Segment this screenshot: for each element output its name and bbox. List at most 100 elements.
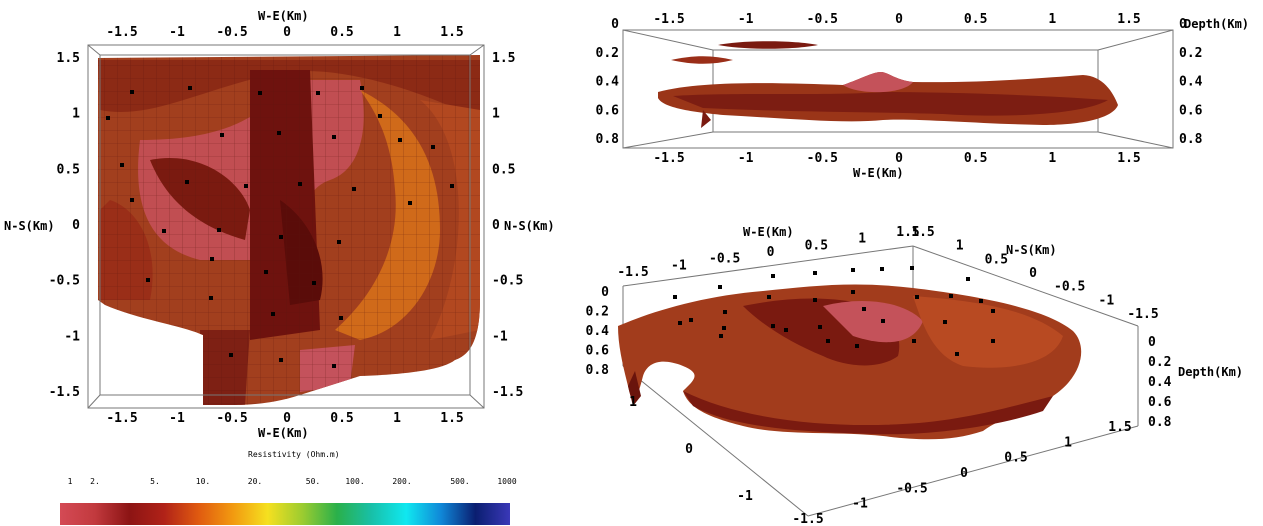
station-marker [332,364,336,368]
perspective-ns-bottom-ticks: 1 0 -1 [629,395,753,504]
side-left-depth-ticks: 0 0.2 0.4 0.6 0.8 [596,17,620,147]
colorbar-title: Resistivity (Ohm.m) [248,450,340,459]
perspective-we-top-tick: 0.5 [805,238,828,253]
side-bottom-tick-label: 0.5 [964,151,987,166]
perspective-right-depth-tick: 0.8 [1148,415,1172,430]
perspective-ns-top-tick: 1 [956,239,964,254]
station-marker [678,321,682,325]
colorbar-ticks: 1 2. 5. 10. 20. 50. 100. 200. 500. 1000 [60,477,520,491]
station-marker [258,91,262,95]
station-marker [784,328,788,332]
station-marker [408,201,412,205]
perspective-we-bottom-ticks: 1.5 1 0.5 0 -0.5 -1 -1.5 [792,420,1131,526]
station-marker [312,281,316,285]
perspective-depth-axis-label: Depth(Km) [1178,365,1243,379]
plan-right-tick-label: -1.5 [492,385,523,400]
perspective-ns-bottom-tick: -1 [737,489,753,504]
colorbar-tick-label: 10. [195,477,211,486]
plan-bottom-tick-label: -1.5 [106,411,137,426]
side-right-depth-tick: 0 [1179,17,1187,32]
plan-station-markers [106,86,454,368]
station-marker [689,318,693,322]
station-marker [673,295,677,299]
side-top-tick-label: -0.5 [807,12,838,27]
colorbar-tick-label: 50. [305,477,321,486]
station-marker [818,325,822,329]
resistivity-surface-side [658,41,1118,128]
perspective-we-top-tick: -0.5 [709,252,740,267]
station-marker [826,339,830,343]
plan-right-tick-label: 0.5 [492,162,515,177]
perspective-ns-bottom-tick: 1 [629,395,637,410]
station-marker [943,320,947,324]
station-marker [279,358,283,362]
perspective-frame [622,245,1139,517]
side-right-depth-tick: 0.2 [1179,46,1202,61]
side-depth-axis-label: Depth(Km) [1184,17,1249,31]
perspective-we-axis-label: W-E(Km) [743,225,794,239]
colorbar-tick-label: 2. [90,477,100,486]
perspective-ns-top-tick: 0 [1029,266,1037,281]
perspective-we-bottom-tick: -1 [852,497,868,512]
station-marker [337,240,341,244]
plan-right-tick-label: 1 [492,107,500,122]
perspective-we-bottom-tick: 0.5 [1004,451,1027,466]
plan-bottom-tick-label: 0 [283,411,291,426]
side-top-tick-label: 0.5 [964,12,987,27]
station-marker [979,299,983,303]
side-view: W-E(Km) Depth(Km) -1.5 -1 -0.5 0 0.5 1 1.5 -1.… [596,12,1250,180]
station-marker [767,295,771,299]
plan-bottom-ticks: -1.5 -1 -0.5 0 0.5 1 1.5 [106,411,463,426]
perspective-right-depth-tick: 0.4 [1148,375,1172,390]
perspective-view: W-E(Km) N-S(Km) Depth(Km) -1.5 -1 -0.5 0 0.5… [586,225,1244,526]
perspective-left-depth-ticks: 0 0.2 0.4 0.6 0.8 [586,285,610,378]
side-left-depth-tick: 0 [611,17,619,32]
station-marker [880,267,884,271]
station-marker [277,131,281,135]
station-marker [332,135,336,139]
plan-right-tick-label: 1.5 [492,51,515,66]
plan-left-tick-label: 0 [72,218,80,233]
station-marker [130,90,134,94]
station-marker [771,274,775,278]
station-marker [881,319,885,323]
station-marker [162,229,166,233]
perspective-ns-top-tick: -1 [1099,293,1115,308]
station-marker [431,145,435,149]
station-marker [220,133,224,137]
station-marker [378,114,382,118]
side-top-tick-label: 0 [895,12,903,27]
station-marker [719,334,723,338]
side-right-depth-ticks: 0 0.2 0.4 0.6 0.8 [1179,17,1203,147]
plan-right-axis-label: N-S(Km) [504,219,555,233]
station-marker [450,184,454,188]
side-top-tick-label: -1.5 [653,12,684,27]
side-bottom-tick-label: -1 [738,151,754,166]
perspective-right-depth-tick: 0.2 [1148,355,1171,370]
colorbar-tick-label: 100. [345,477,365,486]
station-marker [316,91,320,95]
perspective-left-depth-tick: 0.2 [586,305,609,320]
plan-top-tick-label: 1 [393,25,401,40]
station-marker [851,290,855,294]
station-marker [955,352,959,356]
station-marker [910,266,914,270]
plan-left-tick-label: -1.5 [49,385,80,400]
perspective-left-depth-tick: 0.6 [586,344,610,359]
station-marker [229,353,233,357]
side-x-axis-label: W-E(Km) [853,166,904,180]
plan-bottom-axis-label: W-E(Km) [258,426,309,440]
station-marker [813,271,817,275]
perspective-ns-bottom-tick: 0 [685,442,693,457]
plan-top-ticks: -1.5 -1 -0.5 0 0.5 1 1.5 [106,25,463,40]
station-marker [855,344,859,348]
perspective-we-top-ticks: -1.5 -1 -0.5 0 0.5 1 1.5 [617,225,919,280]
side-left-depth-tick: 0.4 [596,75,620,90]
plan-bottom-tick-label: 1.5 [440,411,463,426]
plan-left-axis-label: N-S(Km) [4,219,55,233]
perspective-right-depth-tick: 0.6 [1148,395,1172,410]
side-top-tick-label: -1 [738,12,754,27]
perspective-we-bottom-tick: -0.5 [896,481,927,496]
side-bottom-tick-label: -1.5 [653,151,684,166]
plan-view: W-E(Km) W-E(Km) N-S(Km) N-S(Km) -1.5 -1 -0… [4,9,555,440]
